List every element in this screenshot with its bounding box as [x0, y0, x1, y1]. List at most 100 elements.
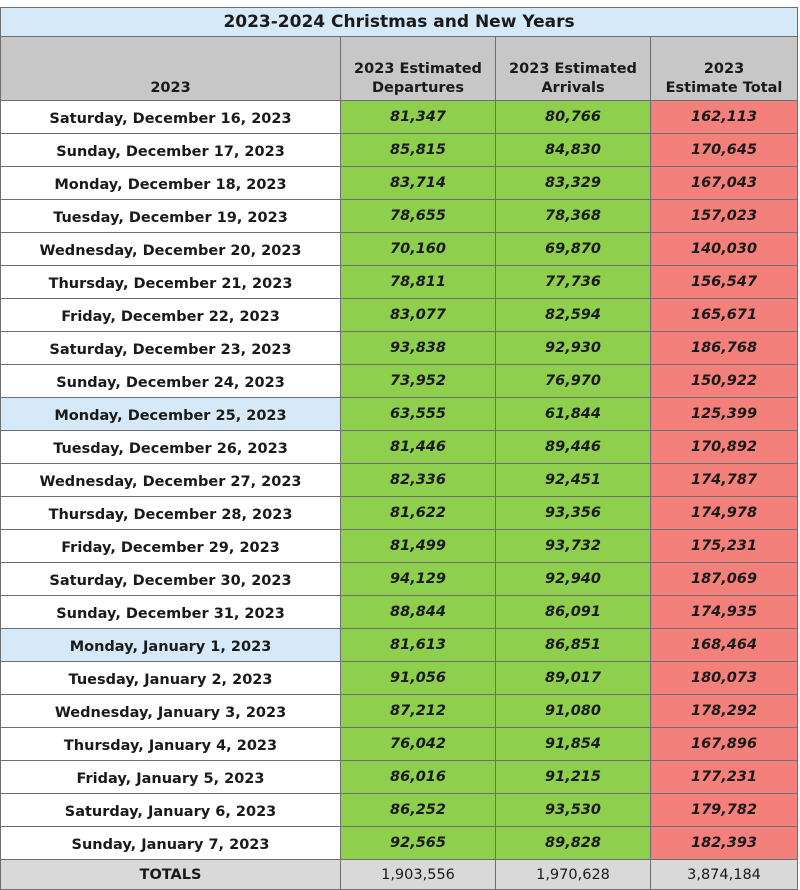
- table-row: Monday, January 1, 2023 81,613 86,851 168,4…: [0, 628, 799, 662]
- table-title: 2023-2024 Christmas and New Years: [0, 7, 799, 37]
- arrivals-cell: 93,732: [495, 529, 651, 563]
- arrivals-cell: 92,940: [495, 562, 651, 596]
- arrivals-cell: 76,970: [495, 364, 651, 398]
- total-cell: 175,231: [649, 529, 799, 563]
- arrivals-cell: 89,017: [495, 661, 651, 695]
- arrivals-cell: 78,368: [495, 199, 651, 233]
- total-cell: 187,069: [649, 562, 799, 596]
- arrivals-cell: 92,930: [495, 331, 651, 365]
- total-cell: 156,547: [649, 265, 799, 299]
- departures-cell: 91,056: [340, 661, 496, 695]
- table-row: Saturday, December 23, 2023 93,838 92,930 1…: [0, 331, 799, 365]
- departures-cell: 81,347: [340, 100, 496, 134]
- date-cell: Friday, December 29, 2023: [0, 529, 341, 563]
- arrivals-cell: 84,830: [495, 133, 651, 167]
- table-row: Saturday, January 6, 2023 86,252 93,530 179…: [0, 793, 799, 827]
- table-row: Friday, December 22, 2023 83,077 82,594 165…: [0, 298, 799, 332]
- date-cell: Saturday, December 16, 2023: [0, 100, 341, 134]
- date-cell: Sunday, December 17, 2023: [0, 133, 341, 167]
- total-cell: 186,768: [649, 331, 799, 365]
- arrivals-cell: 92,451: [495, 463, 651, 497]
- departures-cell: 85,815: [340, 133, 496, 167]
- header-line: 2023 Estimated: [354, 61, 482, 77]
- column-header-departures: 2023 Estimated Departures: [340, 36, 496, 101]
- date-cell: Tuesday, December 19, 2023: [0, 199, 341, 233]
- date-cell: Sunday, January 7, 2023: [0, 826, 341, 860]
- table-row: Sunday, December 31, 2023 88,844 86,091 174…: [0, 595, 799, 629]
- departures-cell: 82,336: [340, 463, 496, 497]
- departures-cell: 81,613: [340, 628, 496, 662]
- total-cell: 125,399: [649, 397, 799, 431]
- table-body: Saturday, December 16, 2023 81,347 80,766 1…: [0, 100, 799, 860]
- arrivals-cell: 91,080: [495, 694, 651, 728]
- column-header-date: 2023: [0, 36, 341, 101]
- arrivals-cell: 86,091: [495, 595, 651, 629]
- table-row: Tuesday, December 19, 2023 78,655 78,368 15…: [0, 199, 799, 233]
- totals-row: TOTALS 1,903,556 1,970,628 3,874,184: [0, 859, 799, 890]
- departures-cell: 93,838: [340, 331, 496, 365]
- table-row: Wednesday, December 20, 2023 70,160 69,870…: [0, 232, 799, 266]
- totals-departures: 1,903,556: [340, 859, 496, 890]
- total-cell: 165,671: [649, 298, 799, 332]
- departures-cell: 70,160: [340, 232, 496, 266]
- total-cell: 179,782: [649, 793, 799, 827]
- date-cell: Monday, December 18, 2023: [0, 166, 341, 200]
- departures-cell: 83,077: [340, 298, 496, 332]
- date-cell: Monday, December 25, 2023: [0, 397, 341, 431]
- table-row: Wednesday, January 3, 2023 87,212 91,080 17…: [0, 694, 799, 728]
- date-cell: Thursday, January 4, 2023: [0, 727, 341, 761]
- total-cell: 174,935: [649, 595, 799, 629]
- table-row: Saturday, December 16, 2023 81,347 80,766 1…: [0, 100, 799, 134]
- totals-label: TOTALS: [0, 859, 341, 890]
- date-cell: Thursday, December 21, 2023: [0, 265, 341, 299]
- total-cell: 168,464: [649, 628, 799, 662]
- total-cell: 140,030: [649, 232, 799, 266]
- arrivals-cell: 61,844: [495, 397, 651, 431]
- arrivals-cell: 83,329: [495, 166, 651, 200]
- date-cell: Tuesday, December 26, 2023: [0, 430, 341, 464]
- date-cell: Saturday, January 6, 2023: [0, 793, 341, 827]
- departures-cell: 73,952: [340, 364, 496, 398]
- table-row: Friday, December 29, 2023 81,499 93,732 175…: [0, 529, 799, 563]
- total-cell: 162,113: [649, 100, 799, 134]
- date-cell: Friday, January 5, 2023: [0, 760, 341, 794]
- date-cell: Friday, December 22, 2023: [0, 298, 341, 332]
- totals-arrivals: 1,970,628: [495, 859, 651, 890]
- table-row: Monday, December 25, 2023 63,555 61,844 125…: [0, 397, 799, 431]
- total-cell: 150,922: [649, 364, 799, 398]
- total-cell: 180,073: [649, 661, 799, 695]
- date-cell: Saturday, December 30, 2023: [0, 562, 341, 596]
- date-cell: Saturday, December 23, 2023: [0, 331, 341, 365]
- date-cell: Sunday, December 31, 2023: [0, 595, 341, 629]
- table-row: Tuesday, January 2, 2023 91,056 89,017 180,…: [0, 661, 799, 695]
- date-cell: Wednesday, December 27, 2023: [0, 463, 341, 497]
- departures-cell: 86,016: [340, 760, 496, 794]
- table-row: Tuesday, December 26, 2023 81,446 89,446 17…: [0, 430, 799, 464]
- departures-cell: 94,129: [340, 562, 496, 596]
- date-cell: Thursday, December 28, 2023: [0, 496, 341, 530]
- date-cell: Wednesday, January 3, 2023: [0, 694, 341, 728]
- arrivals-cell: 80,766: [495, 100, 651, 134]
- total-cell: 174,787: [649, 463, 799, 497]
- departures-cell: 78,811: [340, 265, 496, 299]
- arrivals-cell: 93,356: [495, 496, 651, 530]
- header-line: Arrivals: [541, 80, 605, 96]
- table-row: Thursday, December 21, 2023 78,811 77,736 1…: [0, 265, 799, 299]
- date-cell: Monday, January 1, 2023: [0, 628, 341, 662]
- arrivals-cell: 77,736: [495, 265, 651, 299]
- table-row: Sunday, December 17, 2023 85,815 84,830 170…: [0, 133, 799, 167]
- departures-cell: 92,565: [340, 826, 496, 860]
- table-row: Friday, January 5, 2023 86,016 91,215 177,2…: [0, 760, 799, 794]
- header-line: 2023: [703, 61, 745, 77]
- table-row: Thursday, January 4, 2023 76,042 91,854 167…: [0, 727, 799, 761]
- header-line: 2023: [150, 80, 191, 96]
- departures-cell: 87,212: [340, 694, 496, 728]
- arrivals-cell: 91,215: [495, 760, 651, 794]
- departures-cell: 76,042: [340, 727, 496, 761]
- table-row: Thursday, December 28, 2023 81,622 93,356 1…: [0, 496, 799, 530]
- total-cell: 167,896: [649, 727, 799, 761]
- table-row: Sunday, January 7, 2023 92,565 89,828 182,3…: [0, 826, 799, 860]
- arrivals-cell: 89,828: [495, 826, 651, 860]
- header-line: Departures: [371, 80, 465, 96]
- totals-estimate: 3,874,184: [649, 859, 799, 890]
